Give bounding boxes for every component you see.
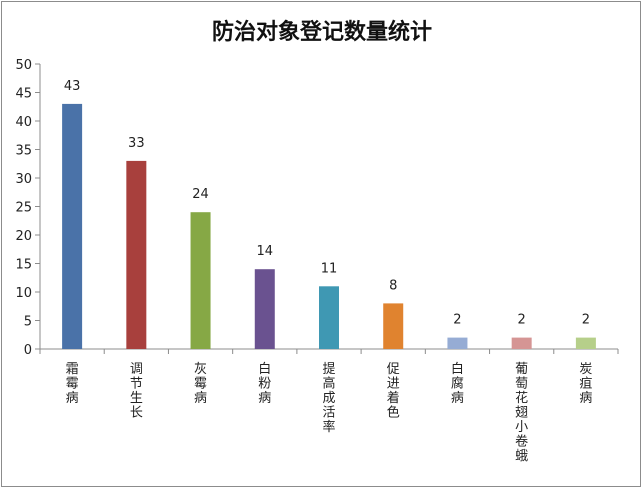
y-tick-label: 0 xyxy=(24,343,32,358)
y-tick-label: 5 xyxy=(24,315,32,330)
data-label: 2 xyxy=(453,313,461,328)
data-label: 43 xyxy=(64,79,81,94)
y-tick-label: 30 xyxy=(15,172,32,187)
chart-title: 防治对象登记数量统计 xyxy=(211,19,432,45)
category-label: 促进着色 xyxy=(387,362,400,421)
bar xyxy=(62,103,83,350)
data-label: 8 xyxy=(389,278,397,293)
bar xyxy=(126,160,147,349)
category-label: 霜霉病 xyxy=(66,362,79,406)
bar xyxy=(575,337,596,349)
chart-axes: 0 5 10 15 20 25 30 35 40 45 50 xyxy=(15,58,619,358)
data-label: 11 xyxy=(321,261,338,276)
chart-labels: 43 霜霉病 33 调节生长 24 灰霉病 14 白粉病 11 提高成活率 8 促进着色 2 白腐病 2 葡萄… xyxy=(64,79,593,464)
data-label: 2 xyxy=(518,313,526,328)
category-label: 白粉病 xyxy=(258,361,271,406)
y-tick-label: 15 xyxy=(15,258,32,273)
data-label: 24 xyxy=(192,187,209,202)
bar xyxy=(447,337,468,349)
y-tick-label: 40 xyxy=(15,115,32,130)
bar xyxy=(190,212,211,349)
data-label: 33 xyxy=(128,136,145,151)
bar xyxy=(254,269,275,349)
category-label: 调节生长 xyxy=(130,362,143,421)
y-tick-label: 25 xyxy=(15,201,32,216)
category-label: 灰霉病 xyxy=(194,362,207,406)
category-label: 白腐病 xyxy=(451,361,464,406)
bar xyxy=(511,337,532,349)
bar xyxy=(319,286,339,349)
bar xyxy=(383,303,404,349)
y-tick-label: 35 xyxy=(15,144,32,159)
category-label: 炭疽病 xyxy=(579,362,592,406)
data-label: 14 xyxy=(257,244,274,259)
y-tick-label: 20 xyxy=(15,229,32,244)
chart-bars xyxy=(62,103,596,350)
category-label: 提高成活率 xyxy=(322,361,335,435)
y-tick-label: 45 xyxy=(15,87,32,102)
category-label: 葡萄花翅小卷蛾 xyxy=(515,362,528,464)
data-label: 2 xyxy=(582,313,590,328)
y-tick-label: 50 xyxy=(15,58,32,73)
y-tick-label: 10 xyxy=(15,286,32,301)
